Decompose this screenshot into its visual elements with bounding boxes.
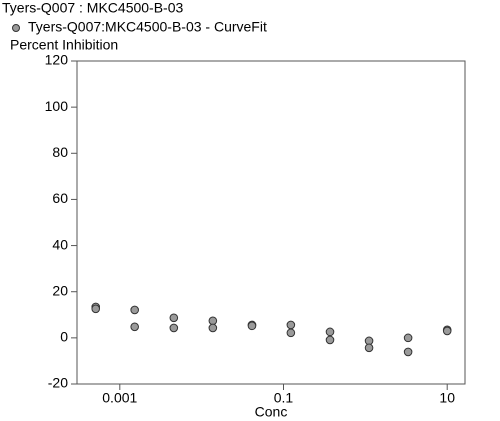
data-point xyxy=(169,323,179,333)
y-tick-label: 20 xyxy=(52,282,68,298)
y-tick-label: 60 xyxy=(52,190,68,206)
legend-label: Tyers-Q007:MKC4500-B-03 - CurveFit xyxy=(28,19,267,35)
y-tick-label: -20 xyxy=(48,375,68,391)
y-tick-label: 40 xyxy=(52,236,68,252)
plot-frame xyxy=(76,60,466,385)
data-point xyxy=(403,333,413,343)
data-point xyxy=(169,313,179,323)
data-point xyxy=(208,316,218,326)
data-point xyxy=(208,323,218,333)
data-point xyxy=(91,304,101,314)
data-point xyxy=(325,327,335,337)
y-tick-label: 80 xyxy=(52,144,68,160)
data-point xyxy=(286,320,296,330)
legend-marker xyxy=(12,24,20,32)
x-tick-label: 0.1 xyxy=(274,390,294,406)
y-tick-label: 100 xyxy=(45,98,69,114)
data-point xyxy=(130,322,139,332)
x-tick-label: 10 xyxy=(439,390,455,406)
data-point xyxy=(286,328,296,338)
data-point xyxy=(325,335,335,345)
data-point xyxy=(364,343,374,353)
x-tick-label: 0.001 xyxy=(102,390,137,406)
data-point xyxy=(442,326,452,336)
data-point xyxy=(247,321,257,331)
data-point xyxy=(130,305,139,315)
data-point xyxy=(403,347,413,357)
y-tick-label: 120 xyxy=(45,52,69,68)
chart-title: Tyers-Q007 : MKC4500-B-03 xyxy=(2,0,184,16)
y-tick-label: 0 xyxy=(60,329,68,345)
x-axis-label: Conc xyxy=(255,404,288,420)
y-axis-label: Percent Inhibition xyxy=(10,37,118,53)
